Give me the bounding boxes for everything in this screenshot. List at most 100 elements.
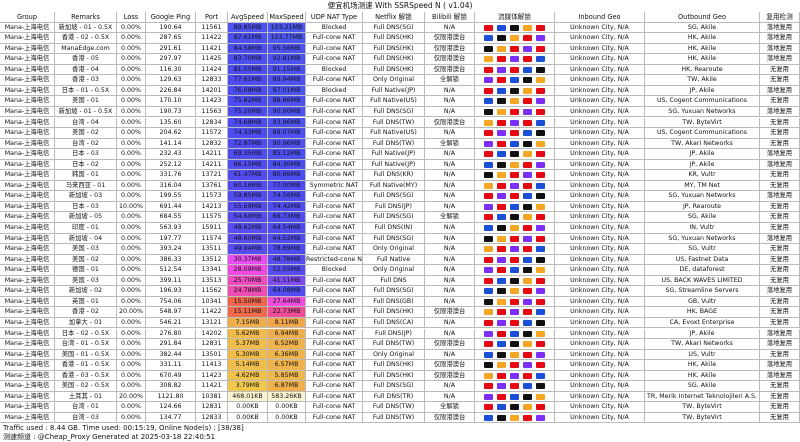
- cell: 28.09MB: [228, 265, 268, 276]
- cell: 12833: [196, 412, 228, 424]
- cell: 59.85MB: [228, 191, 268, 202]
- cell: Unknown City, N/A: [555, 64, 645, 76]
- media-icon: [497, 77, 506, 84]
- media-icon: [497, 362, 506, 369]
- cell: 仅限港澳台: [425, 54, 475, 65]
- media-icon: [497, 414, 506, 421]
- cell: 15.50MB: [228, 296, 268, 308]
- cell: 0.00KB: [268, 412, 306, 424]
- cell: Full DNS(HK): [363, 43, 425, 55]
- cell: Only Original: [363, 244, 425, 255]
- cell: Mana-上海电信: [0, 138, 55, 150]
- cell: 日本 - 01 - 0.5X: [55, 85, 117, 97]
- cell: 仅限港澳台: [425, 412, 475, 424]
- media-icons: [475, 296, 555, 308]
- cell: 11422: [196, 33, 228, 44]
- cell: 落地复用: [760, 85, 800, 97]
- cell: 69.35MB: [228, 149, 268, 160]
- cell: Mana-上海电信: [0, 128, 55, 139]
- cell: Mana-上海电信: [0, 96, 55, 107]
- cell: 13341: [196, 265, 228, 276]
- cell: Unknown City, N/A: [555, 54, 645, 65]
- cell: 0.00KB: [228, 402, 268, 413]
- cell: 670.49: [146, 370, 196, 382]
- cell: JP, Akile: [645, 159, 760, 171]
- media-icon: [536, 35, 545, 42]
- media-icon: [536, 383, 545, 390]
- cell: 468.01KB: [228, 391, 268, 403]
- cell: 546.21: [146, 317, 196, 329]
- cell: 0.00%: [117, 349, 146, 361]
- media-icon: [497, 235, 506, 242]
- cell: Unknown City, N/A: [555, 233, 645, 245]
- media-icons: [475, 275, 555, 287]
- cell: Full-cone NAT: [306, 223, 363, 234]
- cell: Unknown City, N/A: [555, 370, 645, 382]
- cell: 0.00%: [117, 233, 146, 245]
- cell: Full DNS(SG): [363, 106, 425, 118]
- cell: 4.62MB: [228, 370, 268, 382]
- media-icon: [484, 214, 493, 221]
- cell: Full DNS(HK): [363, 33, 425, 44]
- cell: N/A: [425, 96, 475, 107]
- cell: 0.00%: [117, 117, 146, 129]
- media-icon: [536, 256, 545, 263]
- media-icon: [484, 362, 493, 369]
- cell: 无复用: [760, 391, 800, 403]
- cell: 0.00%: [117, 64, 146, 76]
- cell: 0.00%: [117, 412, 146, 424]
- cell: 134.77: [146, 412, 196, 424]
- cell: 11575: [196, 212, 228, 223]
- cell: 0.00%: [117, 244, 146, 255]
- cell: 204.62: [146, 128, 196, 139]
- cell: 韩国 - 01: [55, 170, 117, 181]
- column-header: Port: [196, 12, 228, 23]
- cell: JP, Rearoute: [645, 201, 760, 213]
- media-icon: [497, 288, 506, 295]
- media-icon: [536, 319, 545, 326]
- cell: Mana-上海电信: [0, 370, 55, 382]
- media-icons: [475, 360, 555, 371]
- cell: Unknown City, N/A: [555, 191, 645, 202]
- cell: N/A: [425, 170, 475, 181]
- cell: 8.11MB: [268, 317, 306, 329]
- cell: 0.00%: [117, 275, 146, 287]
- media-icon: [497, 351, 506, 358]
- media-icon: [510, 140, 519, 147]
- media-icon: [523, 203, 532, 210]
- media-icon: [497, 341, 506, 348]
- media-icons: [475, 64, 555, 76]
- column-header: Remarks: [55, 12, 117, 23]
- cell: Full-cone NAT: [306, 244, 363, 255]
- cell: 落地复用: [760, 286, 800, 297]
- media-icon: [523, 393, 532, 400]
- cell: 291.84: [146, 339, 196, 350]
- cell: 无复用: [760, 117, 800, 129]
- media-icon: [510, 203, 519, 210]
- cell: Unknown City, N/A: [555, 96, 645, 107]
- cell: ManaEdge.com: [55, 43, 117, 55]
- cell: 116.30: [146, 64, 196, 76]
- cell: Unknown City, N/A: [555, 159, 645, 171]
- cell: 11421: [196, 381, 228, 392]
- media-icon: [523, 172, 532, 179]
- cell: HK, Akile: [645, 370, 760, 382]
- media-icon: [484, 298, 493, 305]
- cell: 全解锁: [425, 75, 475, 86]
- cell: 13511: [196, 244, 228, 255]
- cell: 无复用: [760, 212, 800, 223]
- cell: 香港 - 05: [55, 54, 117, 65]
- cell: 落地复用: [760, 149, 800, 160]
- cell: Mana-上海电信: [0, 75, 55, 86]
- media-icon: [523, 298, 532, 305]
- media-icon: [497, 267, 506, 274]
- media-icon: [484, 319, 493, 326]
- cell: 80.66MB: [268, 170, 306, 181]
- cell: 13501: [196, 349, 228, 361]
- cell: 0.00%: [117, 54, 146, 65]
- cell: 无复用: [760, 75, 800, 86]
- media-icon: [523, 288, 532, 295]
- cell: 仅限港澳台: [425, 307, 475, 318]
- cell: N/A: [425, 286, 475, 297]
- media-icon: [510, 351, 519, 358]
